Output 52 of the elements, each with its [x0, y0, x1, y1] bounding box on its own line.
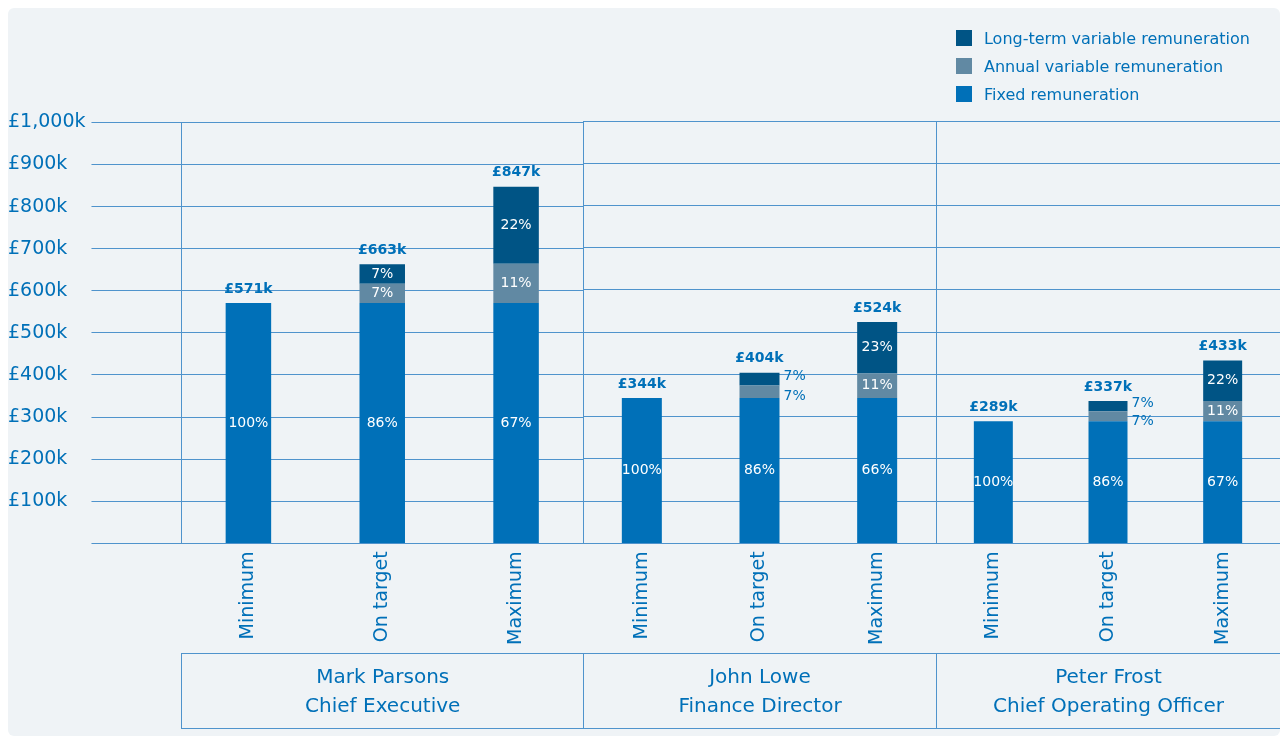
x-tick-label: On target — [1094, 551, 1117, 643]
annotation: 7% — [371, 283, 394, 300]
x-tick-label: On target — [746, 551, 769, 643]
annotation: 22% — [1207, 371, 1239, 388]
annotation: 100% — [621, 461, 662, 478]
annotation: 11% — [500, 274, 532, 291]
x-tick-label: Maximum — [864, 551, 887, 646]
y-tick-label: £800k — [8, 193, 68, 216]
y-tick-label: £600k — [8, 277, 68, 300]
y-tick-label: £100k — [8, 488, 68, 511]
y-tick-label: £500k — [8, 319, 68, 342]
annotation: 7% — [783, 387, 806, 404]
total-label: £404k — [735, 349, 785, 366]
x-tick-label: Minimum — [628, 551, 651, 640]
y-tick-label: £900k — [8, 151, 68, 174]
x-axis-title: Peter Frost Chief Operating Officer — [993, 663, 1224, 719]
annotation: 23% — [861, 338, 893, 355]
y-tick-label: £400k — [8, 361, 68, 384]
annotation: 7% — [1131, 393, 1154, 410]
y-tick-label: £300k — [8, 404, 68, 427]
x-tick-label: Minimum — [235, 551, 258, 640]
x-tick-label: On target — [369, 551, 392, 643]
annotation: 86% — [743, 461, 776, 478]
x-axis-title: John Lowe Finance Director — [678, 663, 842, 719]
legend-label: Long-term variable remuneration — [983, 28, 1250, 48]
annotation: 67% — [500, 413, 532, 430]
total-label: £344k — [617, 374, 667, 391]
x-tick-label: Maximum — [1209, 551, 1232, 646]
annotation: 11% — [1207, 401, 1239, 418]
y-tick-label: £1,000k — [8, 109, 86, 132]
annotation: 22% — [500, 215, 532, 232]
annotation: 67% — [1207, 472, 1239, 489]
total-label: £337k — [1083, 377, 1133, 394]
legend-label: Fixed remuneration — [983, 84, 1140, 104]
annotation: 11% — [861, 376, 893, 393]
x-tick-label: Maximum — [503, 551, 526, 646]
x-tick-label: Minimum — [980, 551, 1003, 640]
total-label: £524k — [853, 298, 902, 315]
annotation: 100% — [228, 413, 269, 430]
legend-label: Annual variable remuneration — [983, 56, 1224, 76]
x-axis-title: Mark Parsons Chief Executive — [305, 663, 461, 719]
y-tick-label: £700k — [8, 235, 68, 258]
y-tick-label: £200k — [8, 446, 68, 469]
annotation: 86% — [366, 413, 398, 430]
annotation: 66% — [861, 461, 893, 478]
total-label: £289k — [969, 397, 1019, 414]
annotation: 86% — [1092, 472, 1124, 489]
annotation: 100% — [973, 472, 1014, 489]
annotation: 7% — [1131, 411, 1154, 428]
total-label: £433k — [1198, 337, 1248, 354]
annotation: 7% — [371, 264, 394, 281]
total-label: £847k — [491, 163, 541, 180]
